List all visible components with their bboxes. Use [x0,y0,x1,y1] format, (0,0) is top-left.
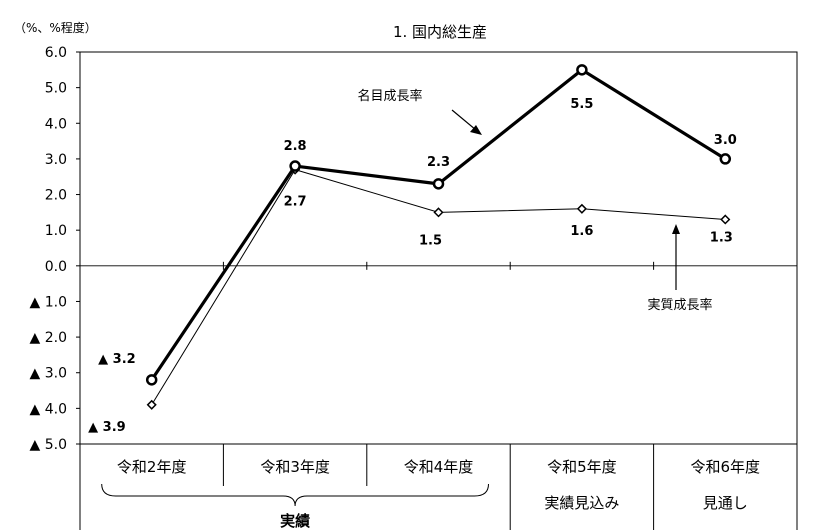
annotation-arrowhead-real [672,224,680,234]
y-axis: 6.0 5.0 4.0 3.0 2.0 1.0 0.0 ▲ 1.0 ▲ 2.0 ▲ 3.0 ▲ 4.… [30,45,80,453]
category-sublabel: 見通し [703,494,748,512]
data-label-real: 1.6 [570,224,593,239]
y-tick-label: ▲ 1.0 [30,294,67,310]
data-label-nominal: 3.0 [714,133,737,148]
y-tick-label: 4.0 [45,116,67,132]
y-tick-label: 2.0 [45,188,67,204]
category-sublabel: 実績見込み [544,494,619,512]
series-markers [145,64,732,410]
category-label: 令和5年度 [547,458,617,476]
y-tick-label: ▲ 5.0 [30,437,67,453]
plot-border [79,51,798,445]
series-annotation-real: 実質成長率 [647,297,712,313]
marker-nominal [576,64,588,76]
series-line-real [151,169,726,406]
marker-nominal [432,178,445,190]
data-label-real: 2.7 [284,195,307,210]
y-tick-label: 1.0 [45,223,67,239]
category-label: 令和6年度 [691,458,761,476]
data-label-real: 1.5 [419,233,442,248]
marker-nominal [145,374,158,386]
data-labels: ▲ 3.2 2.8 2.3 5.5 3.0 ▲ 3.9 2.7 1.5 1.6 1.3 [88,97,737,435]
y-tick-label: 3.0 [45,152,67,168]
series-line-nominal [150,68,727,381]
category-label: 令和2年度 [117,458,187,476]
annotation-arrowhead-nominal [470,125,482,135]
marker-real [576,203,587,214]
y-tick-label: ▲ 4.0 [30,401,67,417]
group-brace [101,483,489,507]
data-label-nominal: 5.5 [570,97,593,112]
chart-title: 1. 国内総生産 [393,23,487,41]
category-label: 令和3年度 [260,458,330,476]
y-tick-label: 6.0 [45,45,67,61]
annotation-arrow-nominal [451,109,477,131]
marker-real [146,399,157,410]
marker-real [720,214,731,225]
series-annotation-nominal: 名目成長率 [357,88,422,104]
data-label-nominal: 2.3 [427,155,450,170]
data-label-real: 1.3 [710,230,733,245]
data-label-real: ▲ 3.9 [88,420,126,435]
unit-label: （%、%程度） [14,20,97,35]
plot-frame [79,51,798,445]
category-label: 令和4年度 [404,458,474,476]
y-tick-label: 5.0 [45,81,67,97]
y-tick-label: ▲ 2.0 [30,330,67,346]
marker-nominal [289,160,301,172]
y-tick-label: 0.0 [45,259,67,275]
marker-nominal [719,153,732,165]
data-label-nominal: 2.8 [284,139,307,154]
data-label-nominal: ▲ 3.2 [98,352,136,367]
marker-real [433,207,444,218]
group-label: 実績 [280,512,310,530]
y-tick-label: ▲ 3.0 [30,366,67,382]
